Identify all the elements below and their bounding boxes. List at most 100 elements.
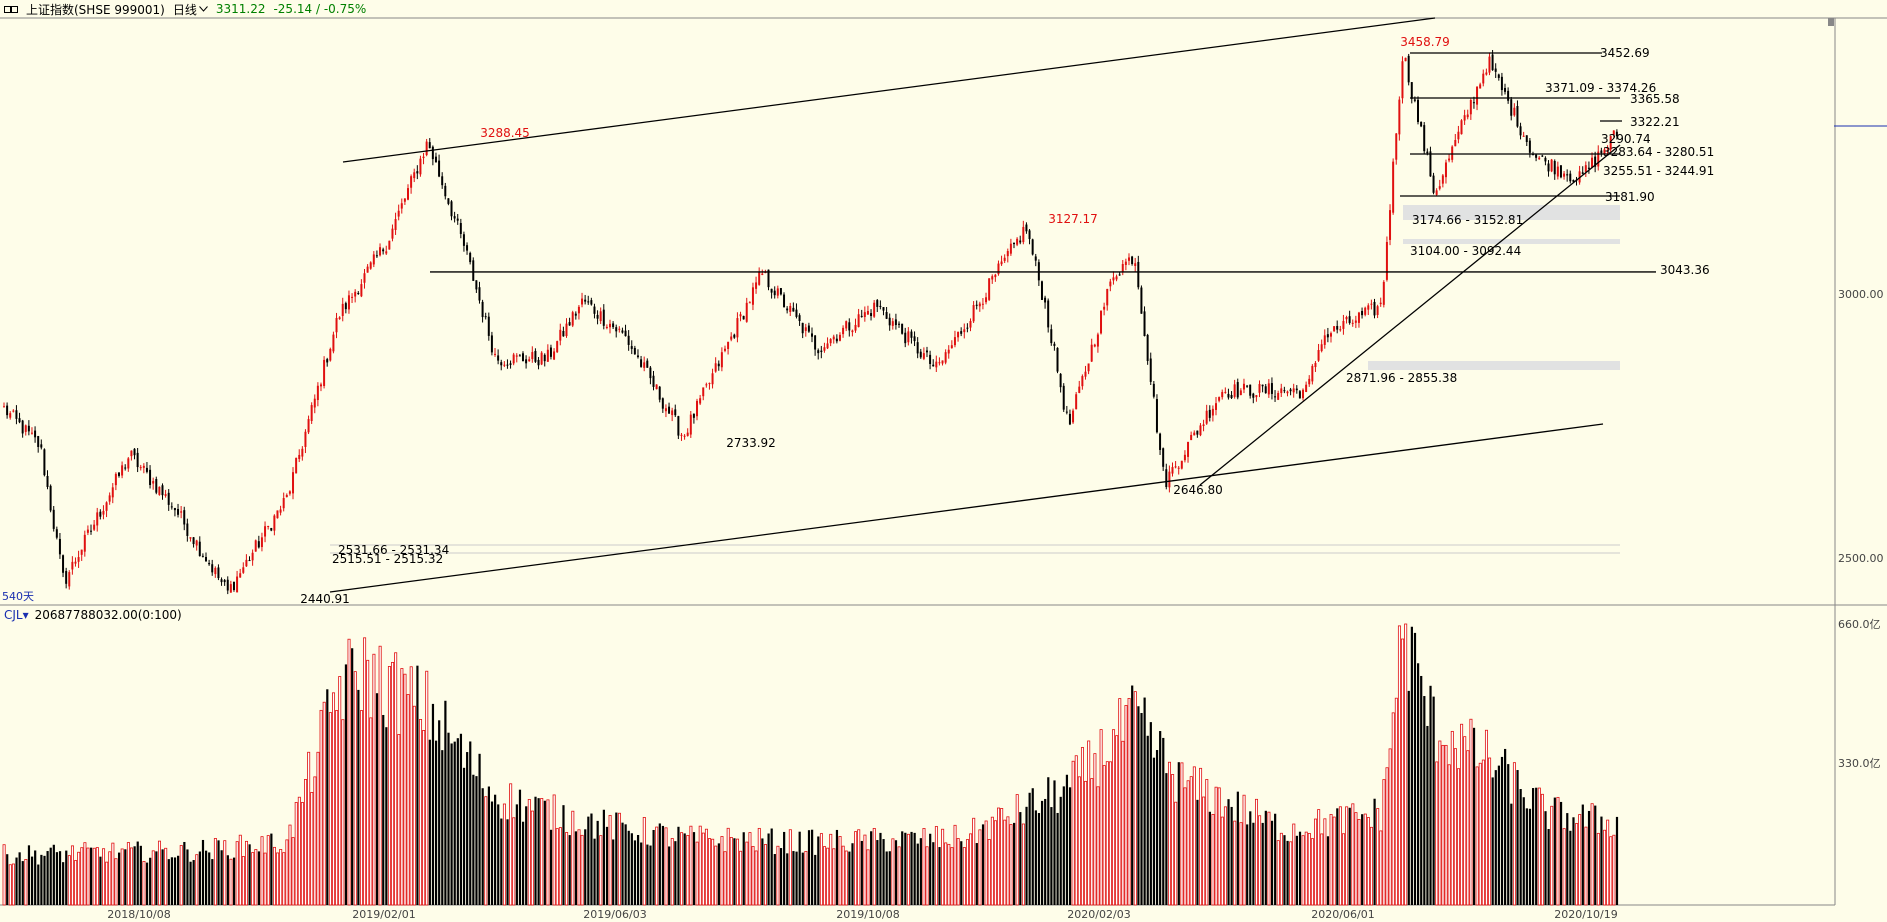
volume-bar xyxy=(1401,638,1405,906)
symbol-name[interactable]: 上证指数(SHSE 999001) xyxy=(26,2,165,17)
candle-body xyxy=(792,307,795,312)
volume-bar xyxy=(67,855,71,906)
candle-body xyxy=(1056,347,1059,372)
candle-body xyxy=(1488,56,1491,73)
candle-body xyxy=(627,335,630,345)
layout-toggle-icon[interactable] xyxy=(4,5,18,13)
volume-bar xyxy=(90,847,93,905)
volume-bar xyxy=(565,832,569,906)
candle-body xyxy=(341,303,344,316)
volume-bar xyxy=(1510,803,1513,905)
volume-indicator-selector[interactable]: CJL▾ xyxy=(4,608,29,622)
candle-body xyxy=(214,567,217,575)
volume-bar xyxy=(1261,822,1264,905)
x-tick-label: 2020/10/19 xyxy=(1554,908,1617,921)
volume-bar xyxy=(621,822,624,905)
candle-body xyxy=(121,465,124,476)
volume-bar xyxy=(555,828,559,906)
period-label: 日线 xyxy=(172,2,197,17)
volume-bar xyxy=(1342,833,1346,906)
volume-bar xyxy=(683,833,686,905)
candle-body xyxy=(1270,383,1273,394)
candle-body xyxy=(466,245,469,251)
candle-body xyxy=(232,581,235,591)
volume-bar xyxy=(1394,697,1398,906)
volume-bar xyxy=(1062,786,1065,905)
volume-bar xyxy=(189,861,192,905)
candle-body xyxy=(1112,277,1115,281)
volume-bar xyxy=(1286,840,1289,905)
volume-bar xyxy=(434,740,438,905)
volume-bar xyxy=(537,798,540,905)
candle-body xyxy=(251,552,254,561)
candle-body xyxy=(24,425,27,432)
candle-body xyxy=(633,347,636,355)
candle-body xyxy=(543,354,546,362)
volume-bar xyxy=(1594,805,1597,905)
candle-body xyxy=(1457,131,1460,140)
volume-bar xyxy=(779,848,783,905)
candle-body xyxy=(1345,317,1348,320)
volume-bar xyxy=(1077,776,1081,906)
volume-bar xyxy=(617,812,621,906)
volume-bar xyxy=(1559,801,1563,905)
volume-bar xyxy=(1087,740,1091,906)
candle-body xyxy=(326,359,329,363)
volume-bar xyxy=(238,834,242,906)
volume-bar xyxy=(1584,826,1588,906)
volume-bar xyxy=(885,851,888,905)
candle-body xyxy=(77,557,80,562)
candle-body xyxy=(988,278,991,300)
volume-bar xyxy=(167,859,170,905)
volume-bar xyxy=(742,832,745,905)
scroll-marker xyxy=(1828,18,1834,26)
volume-bar xyxy=(829,833,833,906)
candle-body xyxy=(609,323,611,328)
candle-body xyxy=(142,465,145,468)
volume-bar xyxy=(1264,810,1267,905)
volume-bar xyxy=(385,727,388,905)
candle-body xyxy=(133,448,136,456)
volume-bar xyxy=(111,842,115,906)
candle-body xyxy=(636,355,639,358)
volume-bar xyxy=(92,847,96,906)
candle-body xyxy=(739,314,742,317)
level-label: 2531.66 - 2531.34 xyxy=(338,543,449,557)
trough-label: 2646.80 xyxy=(1173,483,1223,497)
candle-body xyxy=(860,315,863,317)
volume-bar xyxy=(646,844,649,905)
candle-body xyxy=(419,158,422,175)
volume-bar xyxy=(733,838,736,905)
candle-body xyxy=(360,284,363,297)
volume-bar xyxy=(1450,730,1454,906)
volume-bar xyxy=(1279,832,1283,906)
period-selector[interactable]: 日线 xyxy=(173,1,208,18)
volume-bar xyxy=(543,800,546,905)
candle-body xyxy=(938,362,941,364)
candle-body xyxy=(1364,307,1367,315)
candle-body xyxy=(565,323,568,337)
volume-bar xyxy=(484,796,488,906)
candle-body xyxy=(571,312,574,326)
volume-bar xyxy=(229,858,233,906)
volume-bar xyxy=(1609,836,1613,906)
candle-body xyxy=(1031,239,1034,255)
volume-bar xyxy=(1037,813,1041,905)
volume-bar xyxy=(124,849,127,905)
volume-bar xyxy=(472,774,475,905)
candle-body xyxy=(795,309,798,317)
candle-body xyxy=(279,509,282,513)
volume-bar xyxy=(1475,766,1479,906)
volume-bar xyxy=(525,806,528,905)
candle-body xyxy=(257,541,260,548)
volume-bar xyxy=(792,851,795,905)
candle-body xyxy=(873,302,876,317)
candle-body xyxy=(1535,154,1538,158)
candle-body xyxy=(1572,180,1575,182)
candle-body xyxy=(789,305,792,312)
volume-bar xyxy=(1519,789,1522,905)
candle-body xyxy=(944,352,947,363)
candle-body xyxy=(344,303,347,310)
volume-bar xyxy=(304,779,308,906)
